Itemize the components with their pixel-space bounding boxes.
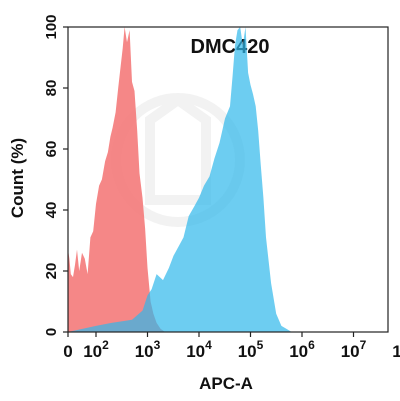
x-tick-label: 103 (135, 338, 161, 361)
y-tick-label: 40 (43, 202, 60, 219)
y-tick-label: 80 (43, 80, 60, 97)
y-tick-label: 100 (43, 14, 60, 39)
y-axis-label: Count (%) (8, 138, 27, 218)
x-tick-label: 104 (186, 338, 212, 361)
x-tick-label: 107 (341, 338, 367, 361)
chart-title: DMC420 (191, 36, 270, 58)
y-tick-label: 20 (43, 263, 60, 280)
y-tick-label: 60 (43, 141, 60, 158)
x-axis-label: APC-A (199, 374, 253, 393)
series-area-1 (68, 27, 166, 332)
y-tick-label: 0 (43, 328, 60, 336)
plot-area (67, 26, 389, 333)
x-tick-label: 102 (83, 338, 109, 361)
series-area-2 (68, 27, 292, 332)
y-axis: 0 20 40 60 80 100 (43, 14, 68, 336)
x-tick-label: 108 (392, 338, 400, 361)
x-axis: 0 102 103 104 105 106 107 108 (63, 332, 400, 361)
plot-frame (67, 26, 389, 333)
watermark-shape (145, 93, 211, 205)
x-tick-label: 0 (63, 342, 72, 361)
x-tick-label: 105 (238, 338, 264, 361)
x-tick-label: 106 (289, 338, 315, 361)
